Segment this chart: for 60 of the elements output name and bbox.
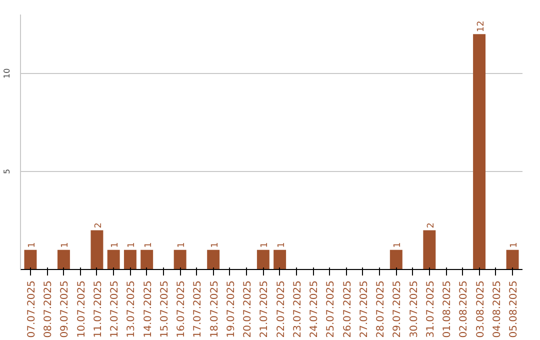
bar: [506, 250, 519, 270]
data-label: 2: [94, 222, 104, 228]
bar: [140, 250, 154, 270]
x-tick-label: 16.07.2025: [176, 280, 188, 338]
x-tick-label: 20.07.2025: [242, 280, 254, 338]
x-tick-label: 04.08.2025: [492, 280, 503, 338]
y-tick-label: 10: [2, 68, 12, 78]
x-tick-label: 02.08.2025: [458, 280, 470, 338]
x-tick-label: 22.07.2025: [276, 280, 287, 338]
x-tick-label: 21.07.2025: [259, 280, 270, 338]
x-tick-label: 28.07.2025: [376, 280, 387, 338]
x-tick-label: 05.08.2025: [508, 280, 520, 338]
x-tick-label: 09.07.2025: [60, 280, 71, 338]
data-label: 1: [127, 242, 138, 248]
data-label: 1: [177, 242, 188, 248]
x-tick-label: 15.07.2025: [159, 280, 170, 338]
data-label: 12: [476, 20, 486, 32]
x-tick-label: 08.07.2025: [43, 280, 54, 338]
bar: [473, 34, 486, 270]
bar: [90, 230, 104, 270]
bar: [124, 250, 136, 270]
bar: [274, 250, 286, 270]
x-tick-label: 27.07.2025: [358, 280, 370, 338]
data-label: 1: [276, 242, 287, 248]
data-label: 1: [210, 242, 220, 248]
x-tick-label: 19.07.2025: [226, 280, 237, 338]
x-tick-label: 14.07.2025: [142, 280, 154, 338]
x-tick-label: 07.07.2025: [26, 280, 38, 338]
x-tick-label: 25.07.2025: [326, 280, 337, 338]
x-tick-label: 03.08.2025: [475, 280, 486, 338]
y-tick-label: 5: [2, 168, 12, 174]
bar: [174, 250, 186, 270]
bar: [57, 250, 70, 270]
bar: [256, 250, 270, 270]
x-tick-label: 17.07.2025: [192, 280, 204, 338]
x-tick-label: 12.07.2025: [110, 280, 121, 338]
data-label: 1: [110, 242, 121, 248]
data-label: 1: [60, 242, 71, 248]
x-tick-label: 29.07.2025: [392, 280, 404, 338]
x-tick-label: 01.08.2025: [442, 280, 454, 338]
x-tick-label: 24.07.2025: [309, 280, 320, 338]
x-tick-label: 18.07.2025: [209, 280, 220, 338]
x-tick-label: 30.07.2025: [408, 280, 420, 338]
data-label: 1: [510, 242, 520, 248]
data-label: 1: [260, 242, 270, 248]
bar: [107, 250, 120, 270]
data-label: 1: [27, 242, 38, 248]
bar: [390, 250, 402, 270]
bar: [24, 250, 37, 270]
bar: [207, 250, 220, 270]
x-tick-label: 31.07.2025: [425, 280, 436, 338]
x-tick-label: 11.07.2025: [92, 280, 104, 338]
data-label: 1: [393, 242, 404, 248]
x-tick-label: 26.07.2025: [342, 280, 354, 338]
x-tick-label: 10.07.2025: [76, 280, 88, 338]
x-tick-label: 23.07.2025: [292, 280, 304, 338]
data-label: 1: [144, 242, 154, 248]
data-label: 2: [426, 222, 436, 228]
bar: [423, 230, 436, 270]
x-tick-label: 13.07.2025: [126, 280, 138, 338]
